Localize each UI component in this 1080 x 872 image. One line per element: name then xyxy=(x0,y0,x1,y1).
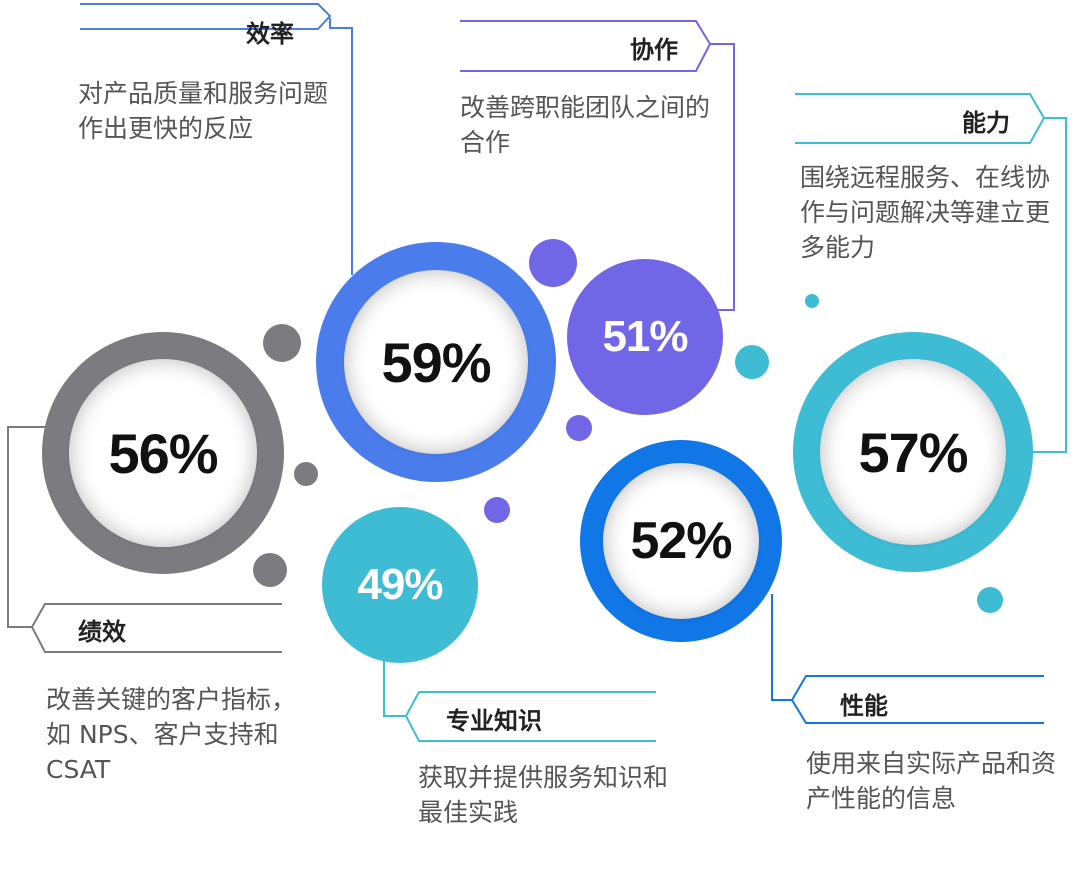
collaboration-title: 协作 xyxy=(630,36,678,64)
expertise-circle: 49% xyxy=(322,507,478,663)
collaboration-circle: 51% xyxy=(567,259,723,415)
decor-dot xyxy=(566,415,592,441)
decor-dot xyxy=(294,462,318,486)
performance-title: 绩效 xyxy=(78,618,126,646)
efficiency-title: 效率 xyxy=(246,20,294,48)
collaboration-description: 改善跨职能团队之间的合作 xyxy=(460,93,711,157)
performance-description: 改善关键的客户指标，如 NPS、客户支持和CSAT xyxy=(46,685,297,784)
efficiency-value: 59% xyxy=(381,330,491,394)
efficiency-ring: 59% xyxy=(316,242,556,482)
decor-dot xyxy=(484,497,510,523)
collaboration-value: 51% xyxy=(602,312,688,361)
capability-ring: 57% xyxy=(793,332,1033,572)
performance2-ring: 52% xyxy=(580,440,782,642)
efficiency-description: 对产品质量和服务问题作出更快的反应 xyxy=(78,79,329,143)
performance-ring: 56% xyxy=(42,332,284,574)
expertise-title: 专业知识 xyxy=(446,707,542,735)
decor-dot xyxy=(977,587,1003,613)
performance2-title: 性能 xyxy=(840,692,888,720)
connector-performance2 xyxy=(790,675,1044,724)
decor-dot xyxy=(529,239,577,287)
performance2-description: 使用来自实际产品和资产性能的信息 xyxy=(806,749,1057,813)
connector-performance xyxy=(30,603,282,653)
expertise-description: 获取并提供服务知识和最佳实践 xyxy=(418,763,669,827)
decor-dot xyxy=(253,553,287,587)
decor-dot xyxy=(735,345,769,379)
capability-title: 能力 xyxy=(962,109,1010,137)
decor-dot xyxy=(263,324,301,362)
capability-description: 围绕远程服务、在线协作与问题解决等建立更多能力 xyxy=(800,163,1051,262)
performance-value: 56% xyxy=(108,421,218,485)
performance2-value: 52% xyxy=(630,512,732,570)
decor-dot xyxy=(805,294,819,308)
expertise-value: 49% xyxy=(357,560,443,609)
capability-value: 57% xyxy=(858,420,968,484)
